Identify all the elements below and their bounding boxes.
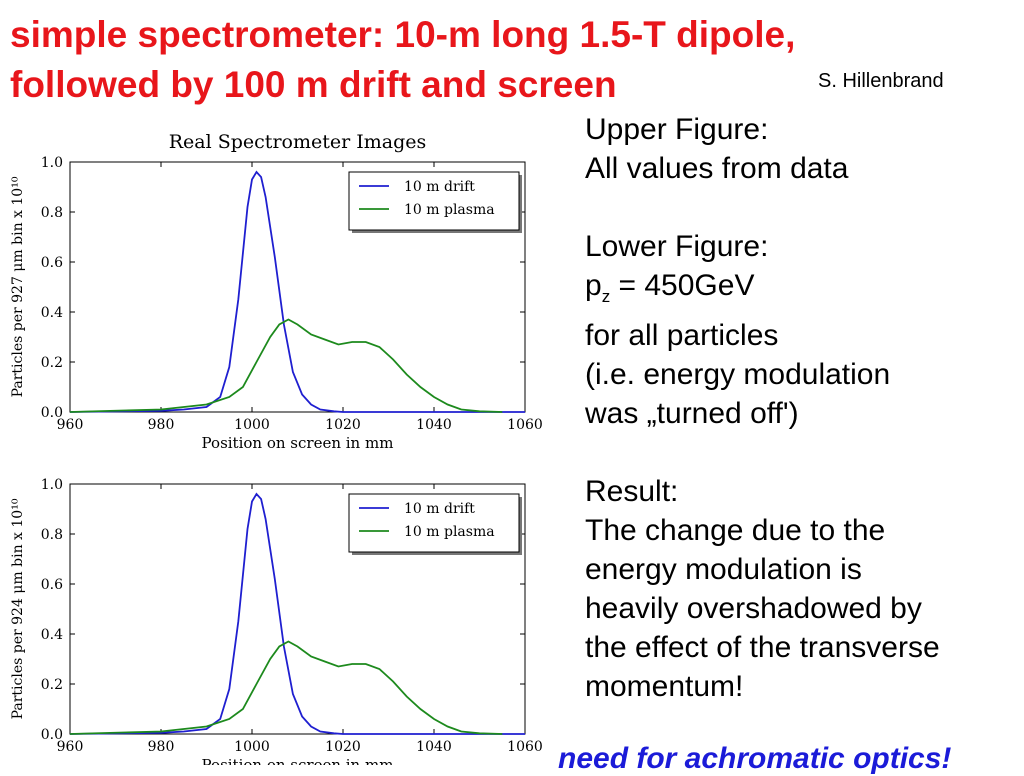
lower-figure-line-4: was „turned off') [585, 397, 799, 430]
author-label: S. Hillenbrand [818, 70, 944, 92]
legend: 10 m drift 10 m plasma [348, 493, 522, 555]
momentum-line: pz = 450GeV [585, 266, 1020, 316]
y-tick-label: 0.4 [41, 627, 63, 643]
x-tick-label: 1020 [325, 417, 361, 433]
upper-figure-text: All values from data [585, 152, 849, 185]
y-tick-label: 1.0 [41, 155, 63, 171]
chart-1: Real Spectrometer Images 960 980 1000 1020 10… [10, 131, 543, 452]
x-tick-label: 960 [57, 417, 84, 433]
x-tick-label: 1000 [234, 417, 270, 433]
y-tick-label: 0.4 [41, 305, 63, 321]
lower-figure-heading: Lower Figure: [585, 230, 769, 263]
result-heading: Result: [585, 475, 679, 508]
y-tick-label: 0.0 [41, 405, 63, 421]
x-tick-label: 1000 [234, 739, 270, 755]
result-line-4: the effect of the transverse [585, 631, 940, 664]
y-tick-label: 0.0 [41, 727, 63, 743]
result-line-1: The change due to the [585, 514, 886, 547]
y-tick-label: 0.2 [41, 677, 63, 693]
x-tick-label: 1020 [325, 739, 361, 755]
slide-title: simple spectrometer: 10-m long 1.5-T dip… [10, 14, 796, 105]
legend: 10 m drift 10 m plasma [348, 171, 522, 233]
notes-panel: Upper Figure: All values from data Lower… [585, 110, 1020, 706]
y-tick-label: 0.6 [41, 255, 63, 271]
legend-box [348, 493, 520, 553]
chart-title: Real Spectrometer Images [169, 131, 426, 153]
result-line-2: energy modulation is [585, 553, 862, 586]
y-axis-label: Particles per 927 μm bin x 10¹⁰ [10, 176, 26, 397]
result-line-5: momentum! [585, 670, 744, 703]
x-tick-label: 1060 [507, 417, 543, 433]
lower-figure-line-2: for all particles [585, 319, 779, 352]
chart-2: 960 980 1000 1020 1040 1060 0.0 0.2 0.4 0.6 0.8 1.0… [10, 477, 543, 765]
series-line-2 [69, 640, 503, 735]
upper-figure-heading: Upper Figure: [585, 113, 769, 146]
momentum-subscript: z [601, 287, 611, 306]
legend-label: 10 m plasma [404, 202, 495, 218]
chart-area: Real Spectrometer Images 960 980 1000 1020 10… [10, 131, 543, 765]
x-tick-label: 980 [148, 739, 175, 755]
y-tick-label: 0.6 [41, 577, 63, 593]
plot-frame [69, 483, 526, 735]
y-tick-label: 1.0 [41, 477, 63, 493]
x-tick-label: 1060 [507, 739, 543, 755]
legend-label: 10 m plasma [404, 524, 495, 540]
x-tick-label: 960 [57, 739, 84, 755]
y-tick-label: 0.2 [41, 355, 63, 371]
momentum-value: = 450GeV [610, 269, 755, 302]
series-line-2 [69, 318, 503, 413]
x-tick-label: 1040 [416, 417, 452, 433]
x-tick-label: 1040 [416, 739, 452, 755]
y-tick-label: 0.8 [41, 527, 63, 543]
x-tick-label: 980 [148, 417, 175, 433]
plot-frame [69, 161, 526, 413]
y-tick-label: 0.8 [41, 205, 63, 221]
legend-label: 10 m drift [404, 179, 475, 195]
momentum-symbol: p [585, 269, 602, 302]
conclusion-text: need for achromatic optics! [558, 742, 952, 775]
x-axis-label: Position on screen in mm [202, 756, 394, 765]
result-line-3: heavily overshadowed by [585, 592, 922, 625]
lower-figure-line-3: (i.e. energy modulation [585, 358, 891, 391]
y-axis-label: Particles per 924 μm bin x 10¹⁰ [10, 498, 26, 719]
legend-box [348, 171, 520, 231]
x-axis-label: Position on screen in mm [202, 434, 394, 452]
legend-label: 10 m drift [404, 501, 475, 517]
